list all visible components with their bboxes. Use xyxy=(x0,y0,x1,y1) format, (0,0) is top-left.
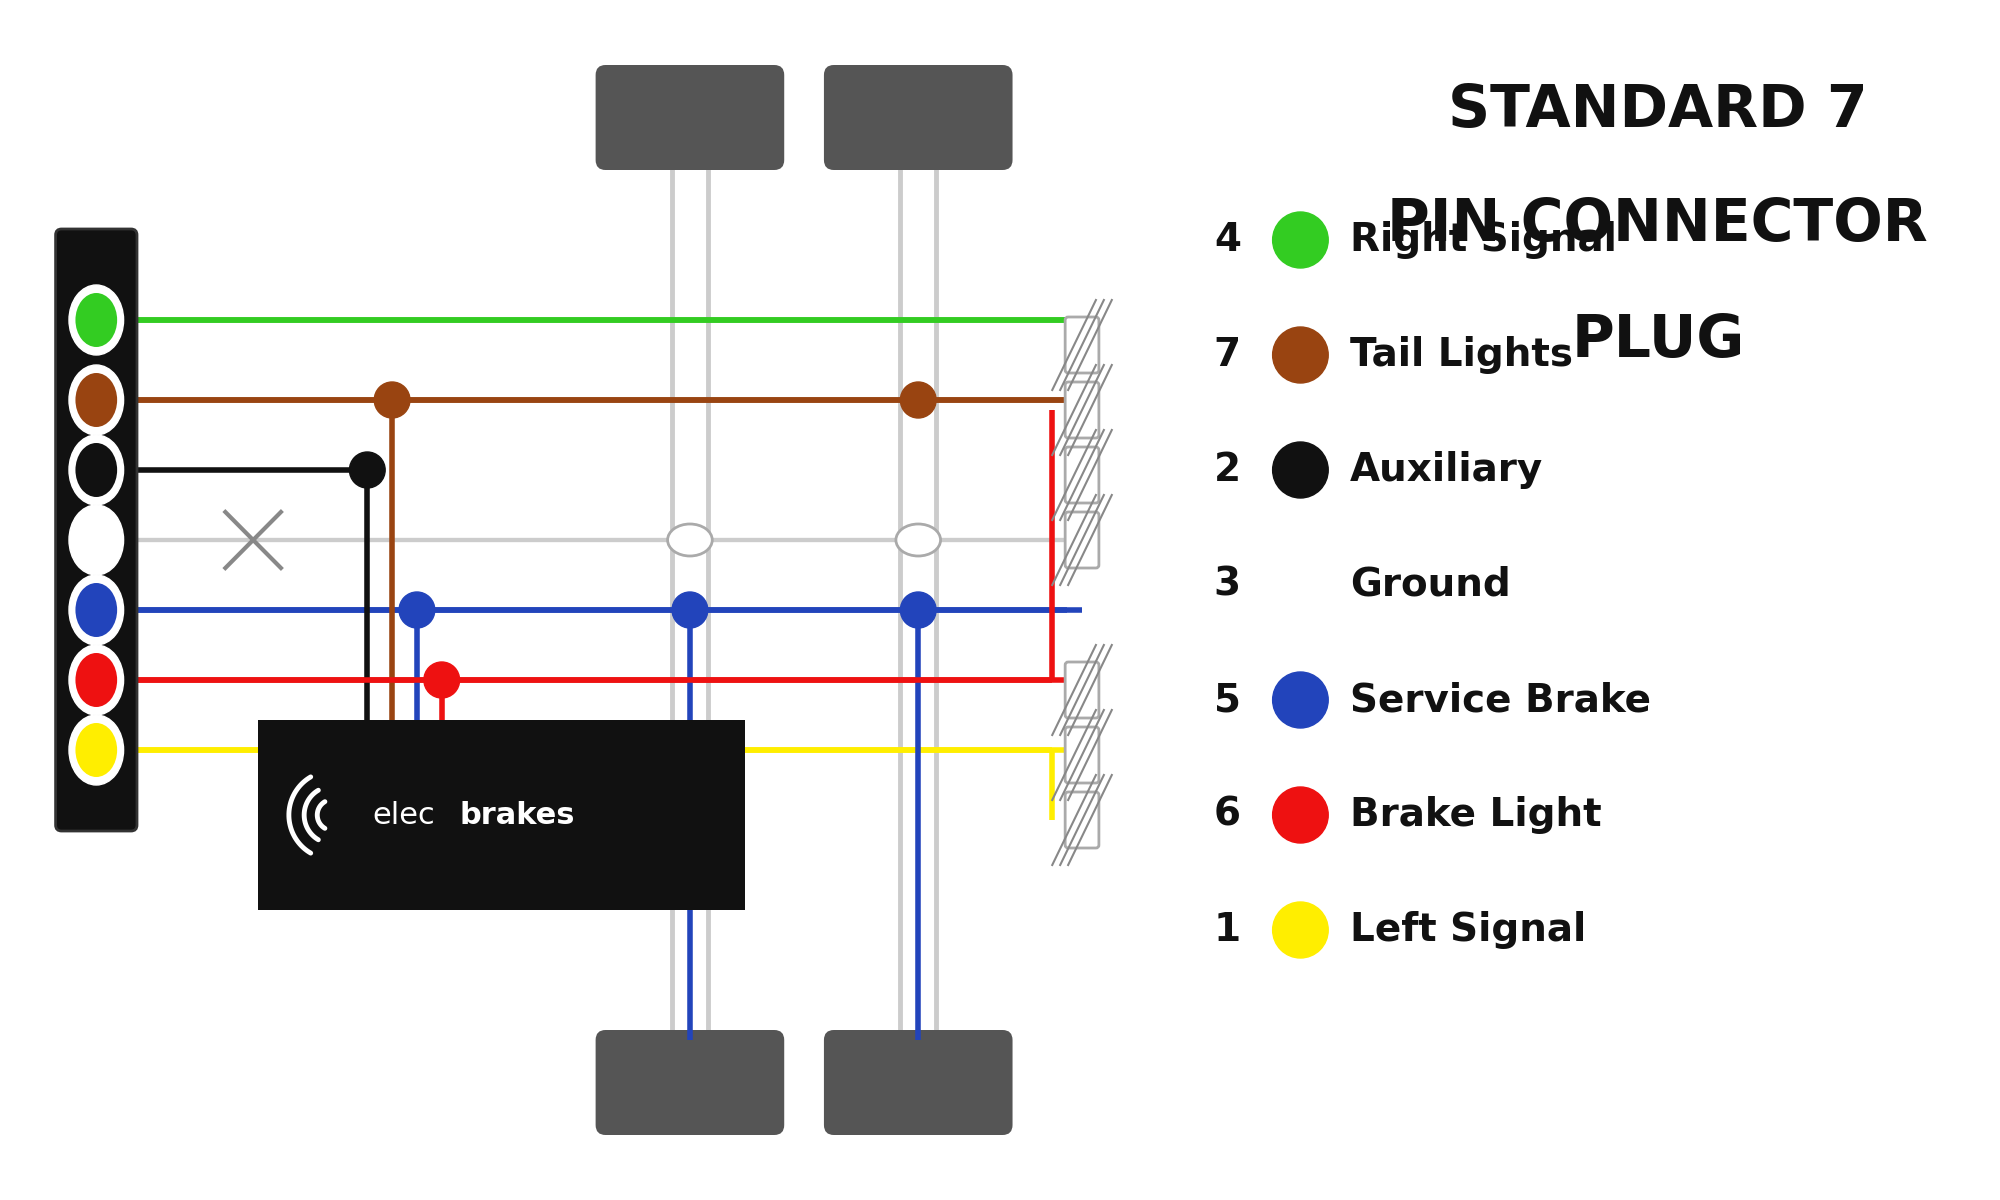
FancyBboxPatch shape xyxy=(1066,512,1098,568)
Text: Auxiliary: Auxiliary xyxy=(1350,451,1544,490)
FancyBboxPatch shape xyxy=(596,65,784,170)
FancyBboxPatch shape xyxy=(824,1030,1012,1135)
FancyBboxPatch shape xyxy=(56,229,136,830)
Text: Tail Lights: Tail Lights xyxy=(1350,336,1574,374)
Ellipse shape xyxy=(68,715,124,785)
FancyBboxPatch shape xyxy=(1066,317,1098,373)
FancyBboxPatch shape xyxy=(1066,727,1098,782)
Circle shape xyxy=(900,382,936,418)
Ellipse shape xyxy=(76,443,118,497)
Text: 3: 3 xyxy=(1214,566,1240,604)
Text: 4: 4 xyxy=(1214,221,1240,259)
Ellipse shape xyxy=(68,284,124,355)
Text: STANDARD 7: STANDARD 7 xyxy=(1448,82,1868,138)
Circle shape xyxy=(900,592,936,628)
Circle shape xyxy=(1272,212,1328,268)
Ellipse shape xyxy=(668,524,712,556)
Text: brakes: brakes xyxy=(460,800,576,829)
Ellipse shape xyxy=(68,505,124,575)
Circle shape xyxy=(374,382,410,418)
FancyBboxPatch shape xyxy=(1066,662,1098,718)
FancyBboxPatch shape xyxy=(824,65,1012,170)
Text: 6: 6 xyxy=(1214,796,1240,834)
Circle shape xyxy=(1272,902,1328,958)
Text: Ground: Ground xyxy=(1350,566,1510,604)
Text: PIN CONNECTOR: PIN CONNECTOR xyxy=(1388,197,1928,253)
Text: 2: 2 xyxy=(1214,451,1240,490)
Circle shape xyxy=(1272,787,1328,842)
Text: 5: 5 xyxy=(1214,680,1240,719)
Ellipse shape xyxy=(76,653,118,707)
Ellipse shape xyxy=(68,646,124,715)
Circle shape xyxy=(424,662,460,698)
Text: PLUG: PLUG xyxy=(1572,312,1744,368)
FancyBboxPatch shape xyxy=(596,1030,784,1135)
Circle shape xyxy=(1272,442,1328,498)
Circle shape xyxy=(350,452,386,488)
Ellipse shape xyxy=(68,434,124,505)
FancyBboxPatch shape xyxy=(258,720,744,910)
Ellipse shape xyxy=(76,373,118,427)
Text: Brake Light: Brake Light xyxy=(1350,796,1602,834)
Ellipse shape xyxy=(76,583,118,637)
Ellipse shape xyxy=(76,722,118,778)
FancyBboxPatch shape xyxy=(1066,446,1098,503)
Text: Left Signal: Left Signal xyxy=(1350,911,1586,949)
Ellipse shape xyxy=(76,514,118,566)
FancyBboxPatch shape xyxy=(1066,792,1098,848)
Circle shape xyxy=(400,592,434,628)
Circle shape xyxy=(672,592,708,628)
Text: Right Signal: Right Signal xyxy=(1350,221,1616,259)
FancyBboxPatch shape xyxy=(1066,382,1098,438)
Text: 7: 7 xyxy=(1214,336,1240,374)
Ellipse shape xyxy=(68,365,124,434)
Ellipse shape xyxy=(896,524,940,556)
Ellipse shape xyxy=(68,575,124,646)
Text: Service Brake: Service Brake xyxy=(1350,680,1652,719)
Circle shape xyxy=(1272,326,1328,383)
Ellipse shape xyxy=(76,293,118,347)
Text: 1: 1 xyxy=(1214,911,1240,949)
Circle shape xyxy=(1272,672,1328,728)
Text: elec: elec xyxy=(372,800,436,829)
